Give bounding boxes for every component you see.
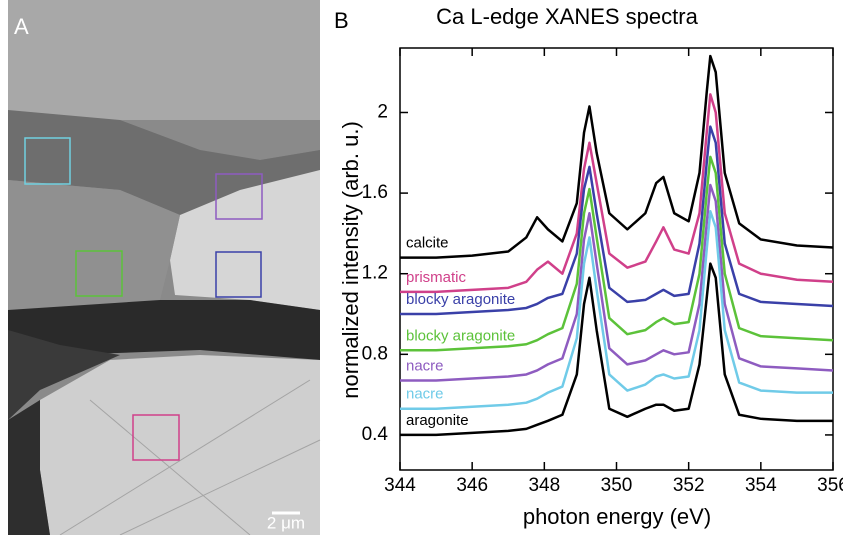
y-tick-label: 1.2 <box>362 263 388 284</box>
image-region <box>8 110 320 215</box>
y-tick-label: 0.4 <box>362 424 389 445</box>
series-label: prismatic <box>406 269 467 286</box>
x-tick-label: 346 <box>456 475 488 496</box>
series-label: blocky aragonite <box>406 327 515 344</box>
y-tick-label: 1.6 <box>362 182 388 203</box>
micrograph: A 2 μm <box>8 0 321 536</box>
series-label: nacre <box>406 357 444 374</box>
series-label: calcite <box>406 235 449 252</box>
image-region <box>8 0 320 120</box>
x-tick-label: 352 <box>673 475 705 496</box>
spectrum-line <box>400 93 834 294</box>
y-tick-label: 0.8 <box>362 343 388 364</box>
spectrum-line <box>400 209 833 410</box>
spectrum-line <box>400 183 834 382</box>
x-tick-label: 354 <box>745 475 777 496</box>
x-tick-label: 356 <box>817 475 843 496</box>
scale-bar-label: 2 μm <box>267 513 305 532</box>
panel-label: B <box>334 8 349 33</box>
series-label: nacre <box>406 386 444 403</box>
spectrum-line <box>400 54 834 259</box>
spectrum-line <box>400 262 833 437</box>
series-label: blocky aragonite <box>406 291 515 308</box>
scratches <box>59 379 321 536</box>
series-label: aragonite <box>406 412 469 429</box>
x-tick-label: 344 <box>384 475 416 496</box>
image-region <box>8 180 180 310</box>
x-tick-label: 350 <box>601 475 633 496</box>
y-tick-label: 2 <box>377 102 388 123</box>
image-region <box>8 400 50 535</box>
image-region <box>8 300 320 360</box>
image-region <box>8 330 120 420</box>
spectrum-line <box>400 125 834 316</box>
panel-label: A <box>14 14 29 39</box>
chart-title: Ca L-edge XANES spectra <box>436 4 698 29</box>
region-box <box>215 173 263 220</box>
region-box <box>75 250 123 297</box>
region-box <box>24 137 71 185</box>
spectrum-line <box>400 155 834 352</box>
image-region <box>170 170 320 310</box>
y-axis-label: normalized intensity (arb. u.) <box>338 121 363 399</box>
region-box <box>132 414 180 461</box>
x-tick-label: 348 <box>528 475 560 496</box>
region-box <box>215 251 262 298</box>
image-region <box>40 355 320 535</box>
x-axis-label: photon energy (eV) <box>523 504 711 529</box>
